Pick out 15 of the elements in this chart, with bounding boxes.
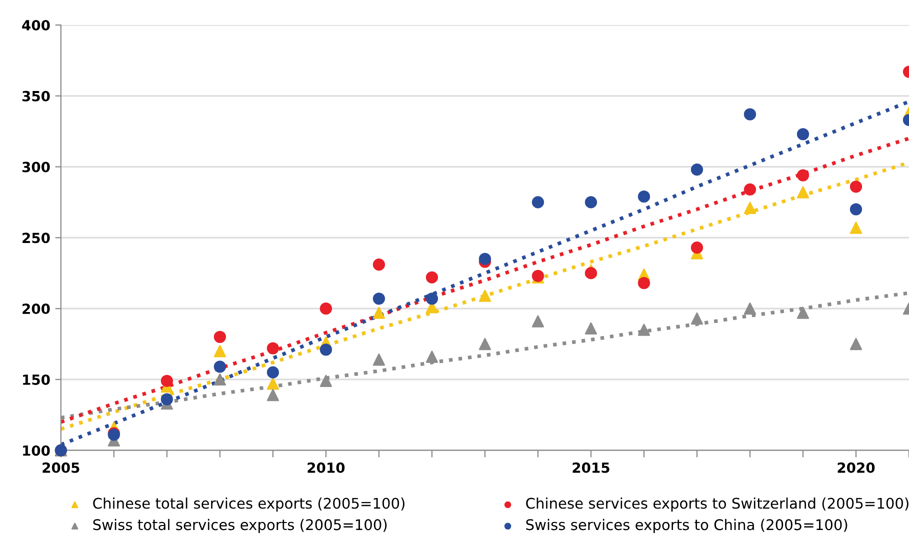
y-tick-label: 150 xyxy=(23,374,50,385)
legend-label: Chinese services exports to Switzerland (2005=100) xyxy=(526,498,908,512)
x-tick-label: 2005 xyxy=(42,462,80,473)
legend-label: Swiss services exports to China (2005=100) xyxy=(526,518,848,534)
y-tick-label: 100 xyxy=(23,445,50,456)
y-tick-label: 300 xyxy=(22,162,50,172)
x-tick-label: 2020 xyxy=(838,462,875,473)
y-tick-label: 350 xyxy=(22,90,50,102)
y-tick-label: 200 xyxy=(22,304,50,314)
legend-label: Chinese total services exports (2005=100) xyxy=(93,498,404,512)
x-tick-label: 2015 xyxy=(572,462,610,473)
y-tick-label: 400 xyxy=(22,20,50,30)
legend-label: Swiss total services exports (2005=100) xyxy=(93,518,387,534)
y-tick-label: 250 xyxy=(22,232,50,244)
x-tick-label: 2010 xyxy=(308,462,345,473)
